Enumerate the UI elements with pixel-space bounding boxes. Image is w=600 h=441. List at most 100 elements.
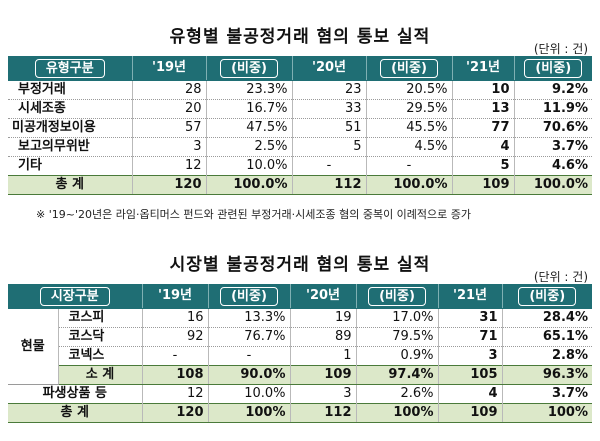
- cell-2021: 4: [452, 137, 515, 157]
- total-2021: 109: [438, 403, 503, 423]
- cell-2020-share: 0.9%: [356, 346, 439, 366]
- table-row: 시세조종 20 16.7% 33 29.5% 13 11.9%: [8, 99, 592, 119]
- cell-2021-share: 65.1%: [502, 327, 592, 347]
- cell-2019-share: 10.0%: [208, 384, 291, 404]
- header-2021: '21년: [438, 284, 503, 309]
- total-2020: 112: [290, 403, 357, 423]
- cell-2020-share: 29.5%: [366, 99, 453, 119]
- row-label: 보고의무위반: [8, 137, 133, 157]
- subtotal-2019: 108: [142, 365, 209, 385]
- cell-2020: -: [292, 156, 367, 176]
- cell-2020: 3: [290, 384, 357, 404]
- cell-2021-share: 70.6%: [514, 118, 592, 138]
- total-2020-share: 100%: [356, 403, 439, 423]
- table2-unit: (단위 : 건): [533, 270, 588, 284]
- cell-2021: 31: [438, 308, 503, 328]
- cell-2021-share: 28.4%: [502, 308, 592, 328]
- subtotal-2021: 105: [438, 365, 503, 385]
- cell-2019: 92: [142, 327, 209, 347]
- cell-2019-share: 76.7%: [208, 327, 291, 347]
- cell-2021-share: 11.9%: [514, 99, 592, 119]
- row-label: 부정거래: [8, 80, 133, 100]
- total-2019: 120: [132, 175, 207, 195]
- header-type: 유형구분: [8, 56, 133, 81]
- row-label: 미공개정보이용: [8, 118, 133, 138]
- cell-2021-share: 2.8%: [502, 346, 592, 366]
- cell-2021: 77: [452, 118, 515, 138]
- header-2020: '20년: [292, 56, 367, 81]
- cell-2020: 1: [290, 346, 357, 366]
- cell-2019: 28: [132, 80, 207, 100]
- table-row: 코넥스 - - 1 0.9% 3 2.8%: [8, 346, 592, 366]
- cell-2021: 13: [452, 99, 515, 119]
- header-market: 시장구분: [8, 284, 143, 309]
- header-2021: '21년: [452, 56, 515, 81]
- cell-2021: 3: [438, 346, 503, 366]
- header-2020: '20년: [290, 284, 357, 309]
- header-2021-share: (비중): [502, 284, 592, 309]
- type-table: 유형구분 '19년 (비중) '20년 (비중) '21년 (비중) 부정거래 …: [8, 56, 592, 195]
- cell-2019: 12: [132, 156, 207, 176]
- cell-2020: 5: [292, 137, 367, 157]
- total-label: 총 계: [8, 403, 143, 423]
- cell-2020-share: 2.6%: [356, 384, 439, 404]
- subtotal-label: 소 계: [58, 365, 143, 385]
- row-label: 코넥스: [58, 346, 143, 366]
- total-label: 총 계: [8, 175, 133, 195]
- cell-2020-share: 17.0%: [356, 308, 439, 328]
- table-row: 미공개정보이용 57 47.5% 51 45.5% 77 70.6%: [8, 118, 592, 138]
- total-2020: 112: [292, 175, 367, 195]
- cell-2021: 5: [452, 156, 515, 176]
- table-row: 코스닥 92 76.7% 89 79.5% 71 65.1%: [8, 327, 592, 347]
- market-table-header: 시장구분 '19년 (비중) '20년 (비중) '21년 (비중): [8, 284, 592, 309]
- header-2019: '19년: [142, 284, 209, 309]
- cell-2019: 16: [142, 308, 209, 328]
- table1-title: 유형별 불공정거래 혐의 통보 실적: [169, 27, 431, 47]
- type-table-header: 유형구분 '19년 (비중) '20년 (비중) '21년 (비중): [8, 56, 592, 81]
- cell-2019-share: 10.0%: [206, 156, 293, 176]
- table1-footnote: ※ '19~'20년은 라임·옵티머스 펀드와 관련된 부정거래·시세조종 혐의…: [36, 208, 472, 221]
- cell-2019-share: 16.7%: [206, 99, 293, 119]
- row-label: 코스피: [58, 308, 143, 328]
- table-row: 현물 코스피 16 13.3% 19 17.0% 31 28.4%: [8, 308, 592, 385]
- derivatives-label: 파생상품 등: [8, 384, 143, 404]
- total-row: 총 계 120 100% 112 100% 109 100%: [8, 403, 592, 423]
- header-2020-share: (비중): [356, 284, 439, 309]
- cell-2020: 33: [292, 99, 367, 119]
- cell-2019-share: 13.3%: [208, 308, 291, 328]
- cell-2020: 19: [290, 308, 357, 328]
- row-label: 기타: [8, 156, 133, 176]
- cell-2019: 57: [132, 118, 207, 138]
- total-2019-share: 100%: [208, 403, 291, 423]
- table-row: 기타 12 10.0% - - 5 4.6%: [8, 156, 592, 176]
- subtotal-2019-share: 90.0%: [208, 365, 291, 385]
- cell-2019: 20: [132, 99, 207, 119]
- subtotal-2020-share: 97.4%: [356, 365, 439, 385]
- table-row: 부정거래 28 23.3% 23 20.5% 10 9.2%: [8, 80, 592, 100]
- row-label: 시세조종: [8, 99, 133, 119]
- total-2021-share: 100.0%: [514, 175, 592, 195]
- cell-2020-share: 79.5%: [356, 327, 439, 347]
- header-2019-share: (비중): [206, 56, 293, 81]
- cell-2021-share: 3.7%: [502, 384, 592, 404]
- cell-2019: -: [142, 346, 209, 366]
- header-2019: '19년: [132, 56, 207, 81]
- cell-2021: 4: [438, 384, 503, 404]
- cell-2019-share: 23.3%: [206, 80, 293, 100]
- cell-2019-share: 47.5%: [206, 118, 293, 138]
- table-row: 보고의무위반 3 2.5% 5 4.5% 4 3.7%: [8, 137, 592, 157]
- cell-2020-share: -: [366, 156, 453, 176]
- table-row: 파생상품 등 12 10.0% 3 2.6% 4 3.7%: [8, 384, 592, 404]
- subtotal-2020: 109: [290, 365, 357, 385]
- cell-2020-share: 20.5%: [366, 80, 453, 100]
- cell-2020: 51: [292, 118, 367, 138]
- total-2020-share: 100.0%: [366, 175, 453, 195]
- cell-2021-share: 4.6%: [514, 156, 592, 176]
- header-2020-share: (비중): [366, 56, 453, 81]
- subtotal-row: 소 계 108 90.0% 109 97.4% 105 96.3%: [8, 365, 592, 385]
- group-spot: 현물: [8, 308, 59, 385]
- cell-2019: 3: [132, 137, 207, 157]
- cell-2020: 23: [292, 80, 367, 100]
- cell-2021: 10: [452, 80, 515, 100]
- total-row: 총 계 120 100.0% 112 100.0% 109 100.0%: [8, 175, 592, 195]
